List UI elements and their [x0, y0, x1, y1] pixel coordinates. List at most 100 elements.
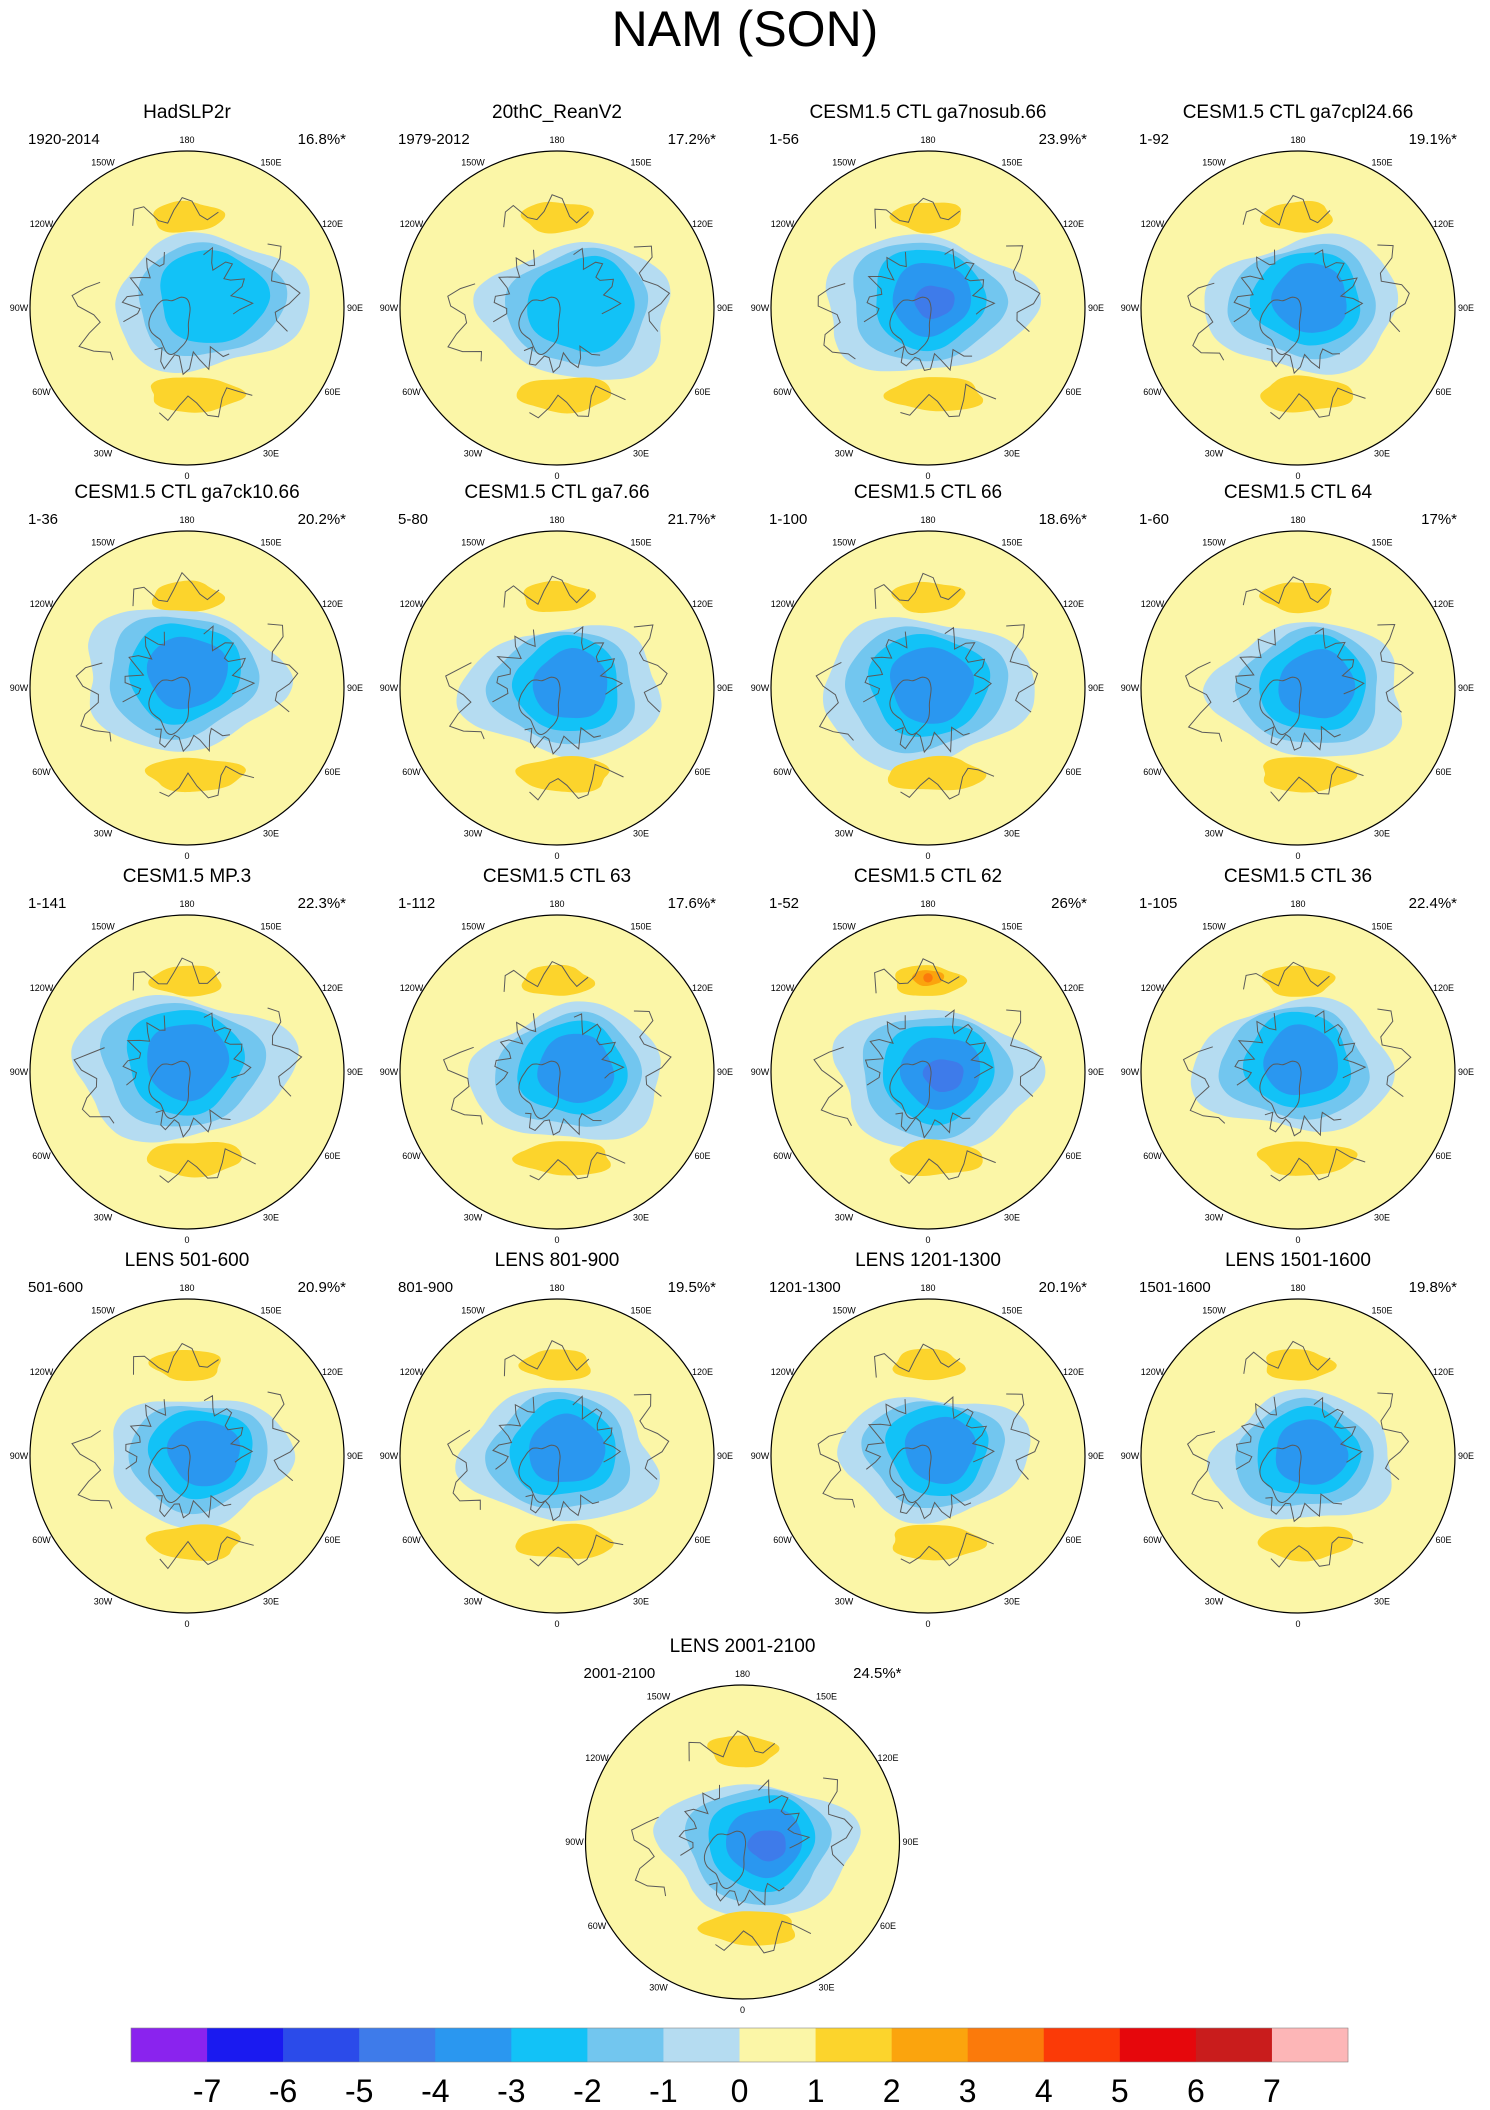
panel-period: 1-141	[28, 895, 66, 912]
longitude-label: 90E	[902, 1837, 918, 1847]
longitude-label: 180	[549, 899, 564, 909]
longitude-label: 150E	[260, 538, 281, 548]
positive-contour-atlantic	[516, 377, 612, 414]
panel-title: LENS 801-900	[495, 1250, 620, 1271]
colorbar-swatch	[283, 2028, 360, 2062]
map-border	[1140, 1298, 1456, 1614]
panel-title: 20thC_ReanV2	[492, 102, 622, 123]
figure-title: NAM (SON)	[612, 1, 879, 57]
coastline	[492, 1396, 535, 1470]
map-field	[771, 531, 1085, 845]
coastline	[1270, 1536, 1364, 1568]
longitude-label: 150W	[832, 1306, 856, 1316]
map-field	[1141, 915, 1455, 1229]
colorbar-swatch	[891, 2028, 968, 2062]
colorbar-tick-label: -2	[573, 2073, 601, 2109]
coastline	[148, 1060, 191, 1120]
coastline	[492, 629, 536, 703]
colorbar-tick-label: -6	[269, 2073, 297, 2109]
longitude-label: 90E	[347, 1067, 363, 1077]
map-panel: LENS 501-600 501-600 20.9%* 180 150E 120E 90E 6…	[10, 1250, 363, 1629]
negative-contour	[922, 1059, 964, 1093]
coastline	[1242, 576, 1332, 606]
map-panel: CESM1.5 CTL ga7ck10.66 1-36 20.2%* 180 150E 1…	[10, 482, 363, 861]
longitude-label: 30E	[1004, 1597, 1020, 1607]
coastline	[132, 571, 220, 607]
longitude-label: 30W	[1205, 1213, 1224, 1223]
coastline	[573, 1013, 625, 1079]
longitude-label: 30W	[464, 1597, 483, 1607]
longitude-label: 60E	[880, 1921, 896, 1931]
longitude-label: 30W	[835, 1597, 854, 1607]
longitude-label: 30W	[835, 829, 854, 839]
colorbar-tick-label: 7	[1263, 2073, 1281, 2109]
longitude-label: 120E	[1433, 983, 1454, 993]
coastline	[203, 246, 254, 315]
coastline	[874, 958, 960, 994]
positive-contour-atlantic	[146, 1141, 242, 1178]
longitude-label: 0	[554, 1619, 559, 1629]
positive-contour-atlantic	[1257, 1526, 1354, 1562]
coastline	[503, 1340, 590, 1377]
panel-period: 1-52	[769, 895, 799, 912]
positive-contour-atlantic	[1260, 375, 1354, 413]
longitude-label: 180	[920, 135, 935, 145]
longitude-label: 180	[549, 515, 564, 525]
longitude-label: 150W	[832, 922, 856, 932]
negative-contour	[537, 1033, 615, 1103]
longitude-label: 30E	[1374, 829, 1390, 839]
longitude-label: 150W	[832, 158, 856, 168]
colorbar-tick-label: -7	[193, 2073, 221, 2109]
panel-period: 1979-2012	[398, 131, 470, 148]
coastline	[1242, 194, 1331, 226]
longitude-label: 60W	[773, 767, 792, 777]
longitude-label: 30E	[1004, 829, 1020, 839]
map-panel: CESM1.5 CTL 66 1-100 18.6%* 180 150E 120E 90E 6…	[751, 482, 1104, 861]
coastline	[203, 1394, 254, 1463]
coastline	[1259, 1444, 1302, 1504]
panel-variance: 17.6%*	[668, 895, 717, 912]
longitude-label: 150E	[816, 1692, 837, 1702]
coastline	[529, 1534, 624, 1567]
positive-contour-pacific-3	[923, 973, 933, 983]
map-field	[1141, 151, 1455, 465]
coastline	[203, 625, 256, 695]
panel-period: 1-92	[1139, 131, 1169, 148]
positive-contour-atlantic	[512, 1141, 611, 1176]
coastline	[518, 1060, 561, 1120]
coastline	[71, 1430, 113, 1509]
longitude-label: 120E	[1063, 599, 1084, 609]
coastline	[1259, 1060, 1302, 1120]
longitude-label: 60W	[773, 387, 792, 397]
positive-contour-pacific	[892, 1348, 966, 1381]
longitude-label: 120W	[400, 983, 424, 993]
positive-contour-atlantic	[515, 1523, 614, 1559]
longitude-label: 90W	[1121, 683, 1140, 693]
longitude-label: 90W	[1121, 1067, 1140, 1077]
colorbar-swatch	[967, 2028, 1045, 2062]
coastline	[1377, 1392, 1410, 1480]
map-panel: LENS 1201-1300 1201-1300 20.1%* 180 150E 120E…	[751, 1250, 1104, 1629]
longitude-label: 60E	[324, 1535, 340, 1545]
longitude-label: 60W	[32, 387, 51, 397]
panel-title: CESM1.5 CTL 66	[854, 482, 1002, 503]
negative-contour	[914, 285, 955, 320]
panel-title: LENS 1501-1600	[1225, 1250, 1371, 1271]
coastline	[633, 1393, 670, 1480]
panel-title: CESM1.5 CTL ga7.66	[464, 482, 649, 503]
coastline	[529, 1152, 626, 1181]
coastline	[503, 575, 590, 608]
longitude-label: 30W	[94, 829, 113, 839]
map-border	[1140, 914, 1456, 1230]
colorbar-tick-label: 6	[1187, 2073, 1205, 2109]
longitude-label: 90E	[1088, 1451, 1104, 1461]
colorbar-frame	[130, 2027, 1349, 2063]
longitude-label: 150E	[1001, 158, 1022, 168]
panel-variance: 19.8%*	[1409, 1279, 1458, 1296]
longitude-label: 60E	[1065, 1151, 1081, 1161]
longitude-label: 150W	[461, 1306, 485, 1316]
colorbar-tick-label: -1	[649, 2073, 677, 2109]
map-panel: CESM1.5 CTL ga7cpl24.66 1-92 19.1%* 180 150E…	[1121, 102, 1474, 481]
positive-contour-pacific	[521, 964, 596, 996]
map-field	[30, 531, 344, 845]
